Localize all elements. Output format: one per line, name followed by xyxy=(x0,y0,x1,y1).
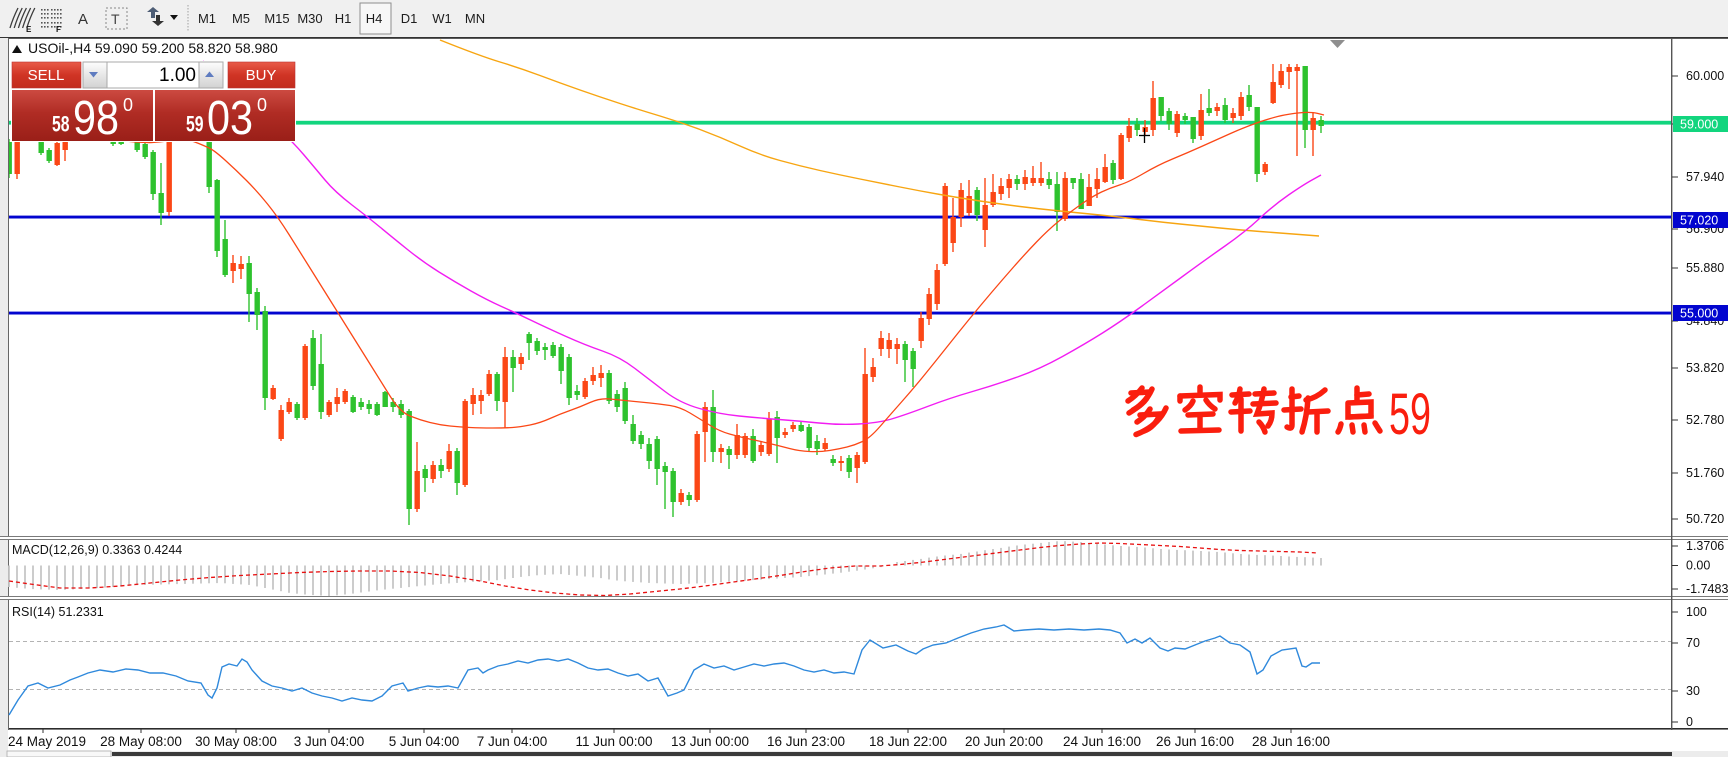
svg-text:57.020: 57.020 xyxy=(1680,214,1718,228)
svg-text:98: 98 xyxy=(73,92,119,145)
svg-text:28 Jun 16:00: 28 Jun 16:00 xyxy=(1252,734,1330,749)
svg-text:USOil-,H4 59.090 59.200 58.82: USOil-,H4 59.090 59.200 58.820 58.980 xyxy=(28,40,278,56)
svg-text:RSI(14) 51.2331: RSI(14) 51.2331 xyxy=(12,605,104,619)
svg-text:H1: H1 xyxy=(335,11,352,26)
svg-text:18 Jun 22:00: 18 Jun 22:00 xyxy=(869,734,947,749)
svg-text:57.940: 57.940 xyxy=(1686,170,1724,184)
svg-text:SELL: SELL xyxy=(28,67,65,84)
svg-text:M5: M5 xyxy=(232,11,250,26)
svg-text:M30: M30 xyxy=(297,11,322,26)
svg-text:60.000: 60.000 xyxy=(1686,69,1724,83)
svg-text:11 Jun 00:00: 11 Jun 00:00 xyxy=(575,734,652,749)
svg-text:5 Jun 04:00: 5 Jun 04:00 xyxy=(389,734,460,749)
svg-text:A: A xyxy=(78,11,88,28)
svg-text:-1.7483: -1.7483 xyxy=(1686,582,1728,596)
svg-text:0: 0 xyxy=(1686,715,1693,729)
svg-text:MN: MN xyxy=(465,11,485,26)
svg-text:59.000: 59.000 xyxy=(1680,118,1718,132)
svg-text:24 May 2019: 24 May 2019 xyxy=(8,734,86,749)
svg-text:70: 70 xyxy=(1686,636,1700,650)
svg-text:H4: H4 xyxy=(366,11,383,26)
svg-text:55.880: 55.880 xyxy=(1686,261,1724,275)
svg-text:E: E xyxy=(26,25,32,34)
svg-text:1.00: 1.00 xyxy=(159,65,196,86)
svg-text:1.3706: 1.3706 xyxy=(1686,539,1724,553)
svg-text:D1: D1 xyxy=(401,11,418,26)
svg-text:7 Jun 04:00: 7 Jun 04:00 xyxy=(477,734,548,749)
svg-text:13 Jun 00:00: 13 Jun 00:00 xyxy=(671,734,749,749)
svg-text:M15: M15 xyxy=(264,11,289,26)
svg-text:16 Jun 23:00: 16 Jun 23:00 xyxy=(767,734,845,749)
svg-text:BUY: BUY xyxy=(246,67,277,84)
svg-text:0: 0 xyxy=(123,95,133,115)
svg-text:28 May 08:00: 28 May 08:00 xyxy=(100,734,182,749)
svg-text:58: 58 xyxy=(52,112,70,137)
svg-text:26 Jun 16:00: 26 Jun 16:00 xyxy=(1156,734,1234,749)
svg-text:55.000: 55.000 xyxy=(1680,307,1718,321)
svg-text:MACD(12,26,9) 0.3363 0.4244: MACD(12,26,9) 0.3363 0.4244 xyxy=(12,543,182,557)
svg-text:30 May 08:00: 30 May 08:00 xyxy=(195,734,277,749)
svg-text:53.820: 53.820 xyxy=(1686,361,1724,375)
svg-text:59: 59 xyxy=(186,112,204,137)
svg-text:0: 0 xyxy=(257,95,267,115)
svg-text:F: F xyxy=(56,25,61,34)
svg-text:W1: W1 xyxy=(432,11,452,26)
svg-text:52.780: 52.780 xyxy=(1686,413,1724,427)
svg-text:24 Jun 16:00: 24 Jun 16:00 xyxy=(1063,734,1141,749)
svg-text:03: 03 xyxy=(207,92,253,145)
svg-text:20 Jun 20:00: 20 Jun 20:00 xyxy=(965,734,1043,749)
svg-text:T: T xyxy=(111,11,120,27)
svg-text:M1: M1 xyxy=(198,11,216,26)
svg-text:0.00: 0.00 xyxy=(1686,559,1710,573)
svg-text:51.760: 51.760 xyxy=(1686,466,1724,480)
svg-text:59: 59 xyxy=(1389,382,1431,447)
svg-text:50.720: 50.720 xyxy=(1686,512,1724,526)
svg-text:30: 30 xyxy=(1686,684,1700,698)
svg-text:3 Jun 04:00: 3 Jun 04:00 xyxy=(294,734,365,749)
svg-text:100: 100 xyxy=(1686,605,1707,619)
